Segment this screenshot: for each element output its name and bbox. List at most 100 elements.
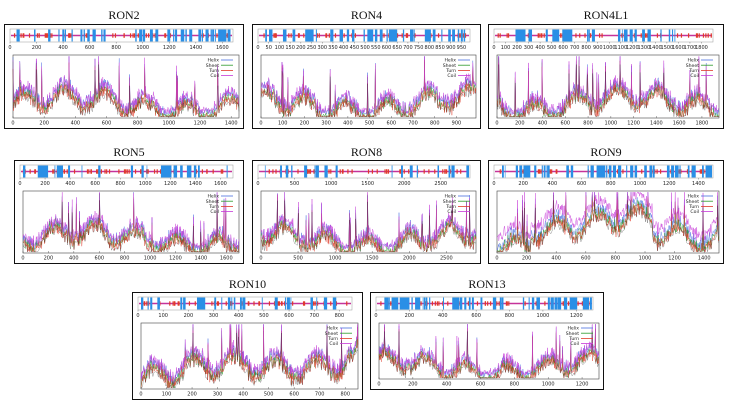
legend-label-turn: Turn xyxy=(208,204,219,210)
legend-label-sheet: Sheet xyxy=(325,331,338,337)
plot-tick-label: 200 xyxy=(408,382,418,388)
track-helix xyxy=(261,297,263,310)
track-helix xyxy=(590,165,594,178)
track-helix xyxy=(141,165,144,178)
track-strand xyxy=(680,169,682,174)
series-coil xyxy=(12,56,240,114)
track-helix xyxy=(16,29,20,42)
track-helix xyxy=(528,297,530,310)
track-helix xyxy=(630,165,634,178)
track-tick-label: 800 xyxy=(335,313,345,319)
track-tick-label: 500 xyxy=(547,45,557,51)
panel-ron8: 0 500 1000 1500 2000 2500 0 500 1000 1500 2000 2500… xyxy=(252,160,481,264)
track-strand xyxy=(581,301,583,306)
track-helix xyxy=(457,29,460,42)
track-strand xyxy=(273,301,276,306)
track-helix xyxy=(210,29,212,42)
legend-label-helix: Helix xyxy=(207,58,219,64)
track-strand xyxy=(431,301,434,306)
track-helix xyxy=(291,165,293,178)
track-helix xyxy=(180,297,183,310)
track-tick-label: 900 xyxy=(446,45,456,51)
track-strand xyxy=(52,169,54,174)
track-strand xyxy=(73,169,76,174)
track-tick-label: 600 xyxy=(284,313,294,319)
track-helix xyxy=(591,29,595,42)
track-tick-label: 500 xyxy=(290,181,300,187)
plot-tick-label: 400 xyxy=(238,392,248,398)
track-tick-label: 1300 xyxy=(637,45,650,51)
track-helix xyxy=(623,29,628,42)
track-strand xyxy=(153,169,156,174)
track-helix xyxy=(285,165,289,178)
track-helix xyxy=(642,29,645,42)
track-helix xyxy=(501,297,504,310)
track-strand xyxy=(68,33,70,38)
track-strand xyxy=(108,169,111,174)
track-tick-label: 250 xyxy=(307,45,317,51)
track-strand xyxy=(302,301,305,306)
track-strand xyxy=(20,33,22,38)
track-strand xyxy=(118,169,120,174)
track-helix xyxy=(189,29,193,42)
track-tick-label: 1000 xyxy=(603,45,616,51)
track-tick-label: 1700 xyxy=(684,45,697,51)
panel-ron4l1: 0 100 200 300 400 500 600 700 800 900 1000 1100 1200… xyxy=(488,24,724,129)
track-helix xyxy=(64,29,66,42)
track-tick-label: 2500 xyxy=(434,181,447,187)
track-strand xyxy=(670,169,672,174)
track-helix xyxy=(173,165,178,178)
track-strand xyxy=(420,301,422,306)
track-helix xyxy=(452,297,460,310)
plot-tick-label: 400 xyxy=(442,382,452,388)
track-strand xyxy=(106,169,108,174)
track-strand xyxy=(707,33,709,38)
plot-tick-label: 1400 xyxy=(225,121,238,127)
panel-ron5: 0 200 400 600 800 1000 1200 1400 1600 0 200 400 600 8… xyxy=(14,160,244,264)
series-coil xyxy=(22,192,240,249)
track-helix xyxy=(239,297,242,310)
track-strand xyxy=(622,33,624,38)
track-strand xyxy=(275,169,277,174)
track-strand xyxy=(172,301,174,306)
track-helix xyxy=(626,165,628,178)
track-helix xyxy=(212,29,215,42)
track-strand xyxy=(414,33,416,38)
track-strand xyxy=(445,169,448,174)
panel-title-ron4: RON4 xyxy=(350,8,383,22)
track-strand xyxy=(687,33,690,38)
legend-label-turn: Turn xyxy=(688,68,699,74)
track-helix xyxy=(547,165,550,178)
track-helix xyxy=(201,29,203,42)
track-strand xyxy=(328,169,330,174)
plot-tick-label: 400 xyxy=(538,121,548,127)
track-strand xyxy=(467,301,470,306)
track-strand xyxy=(462,33,464,38)
track-helix xyxy=(315,29,317,42)
track-tick-label: 800 xyxy=(111,45,121,51)
panel-svg-ron5: 0 200 400 600 800 1000 1200 1400 1600 0 200 400 600 8… xyxy=(18,164,240,262)
track-strand xyxy=(274,33,276,38)
track-strand xyxy=(499,33,501,38)
track-helix xyxy=(101,29,103,42)
track-strand xyxy=(212,169,214,174)
track-strand xyxy=(125,169,127,174)
track-strand xyxy=(144,301,146,306)
track-strand xyxy=(137,33,139,38)
track-helix xyxy=(316,297,318,310)
track-tick-label: 400 xyxy=(65,181,75,187)
track-strand xyxy=(442,169,444,174)
track-helix xyxy=(80,29,83,42)
legend-label-coil: Coil xyxy=(570,341,579,347)
track-helix xyxy=(180,29,185,42)
track-strand xyxy=(656,33,659,38)
track-helix xyxy=(424,29,431,42)
track-strand xyxy=(497,33,499,38)
track-helix xyxy=(265,29,267,42)
track-helix xyxy=(227,297,231,310)
panel-title-ron9: RON9 xyxy=(590,145,622,159)
track-helix xyxy=(413,29,415,42)
track-strand xyxy=(34,169,36,174)
track-helix xyxy=(304,165,308,178)
track-strand xyxy=(540,33,542,38)
